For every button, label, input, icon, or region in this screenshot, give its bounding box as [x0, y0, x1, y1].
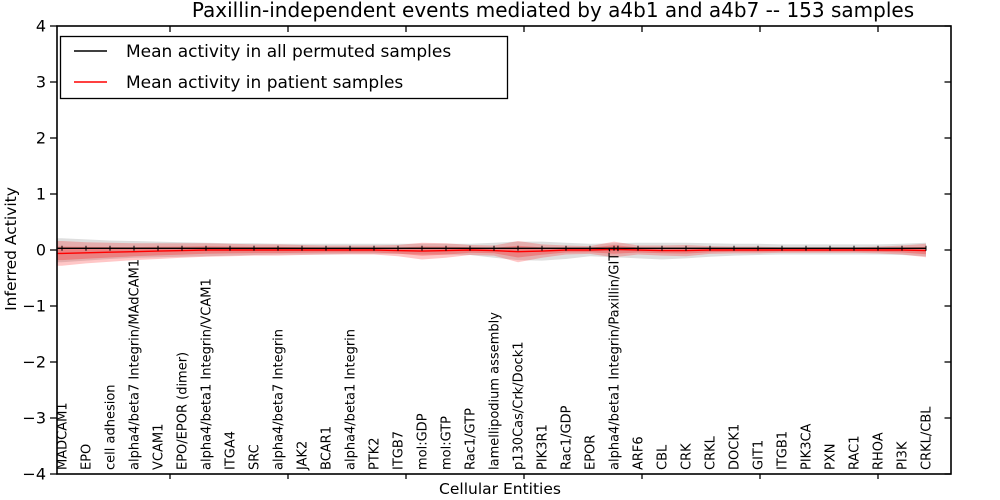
x-tick-label: alpha4/beta1 Integrin [344, 329, 359, 470]
x-tick-label: p130Cas/Crk/Dock1 [512, 341, 527, 470]
x-tick-label: PXN [824, 444, 839, 470]
y-tick-label: 3 [36, 73, 46, 92]
legend-label-permuted: Mean activity in all permuted samples [126, 42, 451, 62]
y-tick-label: −4 [22, 465, 46, 484]
chart-title: Paxillin-independent events mediated by … [192, 0, 914, 22]
legend-box [59, 35, 509, 100]
x-tick-label: BCAR1 [320, 426, 335, 470]
y-tick-label: 0 [36, 241, 46, 260]
x-tick-label: PIK3R1 [536, 424, 551, 470]
y-tick-label: 1 [36, 185, 46, 204]
x-tick-label: cell adhesion [104, 384, 119, 470]
x-tick-label: MADCAM1 [56, 402, 71, 470]
x-tick-label: CRKL/CBL [920, 406, 935, 470]
plot-area [57, 238, 927, 266]
y-tick-label: −1 [22, 297, 46, 316]
x-tick-label: JAK2 [296, 441, 311, 471]
legend-label-patient: Mean activity in patient samples [126, 73, 403, 93]
x-tick-label: alpha4/beta1 Integrin/Paxillin/GIT1 [608, 244, 623, 470]
x-tick-label: Rac1/GTP [464, 408, 479, 470]
axes-frame [56, 25, 952, 475]
line-patient-mean [57, 248, 927, 255]
x-tick-label: lamellipodium assembly [488, 312, 503, 470]
axis-ticks [50, 25, 951, 479]
x-tick-label: Rac1/GDP [560, 405, 575, 470]
x-tick-labels: MADCAM1 EPO cell adhesion alpha4/beta7 Inte… [56, 244, 935, 471]
x-tick-label: PIK3CA [800, 423, 815, 470]
y-tick-label: −2 [22, 353, 46, 372]
x-tick-label: VCAM1 [152, 424, 167, 470]
x-tick-label: alpha4/beta7 Integrin [272, 329, 287, 470]
x-tick-label: ITGB1 [776, 431, 791, 470]
x-tick-label: ITGB7 [392, 431, 407, 470]
legend: Mean activity in all permuted samples Me… [59, 35, 509, 100]
x-tick-label: CRK [680, 443, 695, 470]
x-tick-label: RAC1 [848, 435, 863, 470]
x-tick-label: EPOR [584, 435, 599, 470]
x-tick-label: PTK2 [368, 437, 383, 470]
x-tick-label: EPO/EPOR (dimer) [176, 352, 191, 470]
x-tick-label: mol:GTP [440, 416, 455, 470]
x-tick-label: alpha4/beta7 Integrin/MAdCAM1 [128, 259, 143, 470]
x-tick-label: RHOA [872, 432, 887, 470]
x-tick-label: SRC [248, 444, 263, 470]
x-tick-label: CBL [656, 444, 671, 470]
x-tick-label: DOCK1 [728, 424, 743, 470]
x-tick-label: ITGA4 [224, 431, 239, 470]
y-tick-label: −3 [22, 409, 46, 428]
point-markers [61, 245, 927, 251]
x-axis-label: Cellular Entities [439, 480, 561, 498]
x-tick-label: alpha4/beta1 Integrin/VCAM1 [200, 278, 215, 470]
x-tick-label: EPO [80, 444, 95, 470]
x-tick-label: CRKL [704, 435, 719, 470]
y-axis-label: Inferred Activity [2, 187, 20, 311]
x-tick-label: mol:GDP [416, 413, 431, 470]
y-tick-label: 2 [36, 129, 46, 148]
x-tick-label: ARF6 [632, 436, 647, 470]
x-tick-label: GIT1 [752, 440, 767, 470]
y-tick-label: 4 [36, 17, 46, 36]
y-tick-labels: 4 3 2 1 0 −1 −2 −3 −4 [22, 17, 46, 484]
band-patient-std-outer [57, 241, 926, 266]
x-tick-label: PI3K [896, 441, 911, 470]
